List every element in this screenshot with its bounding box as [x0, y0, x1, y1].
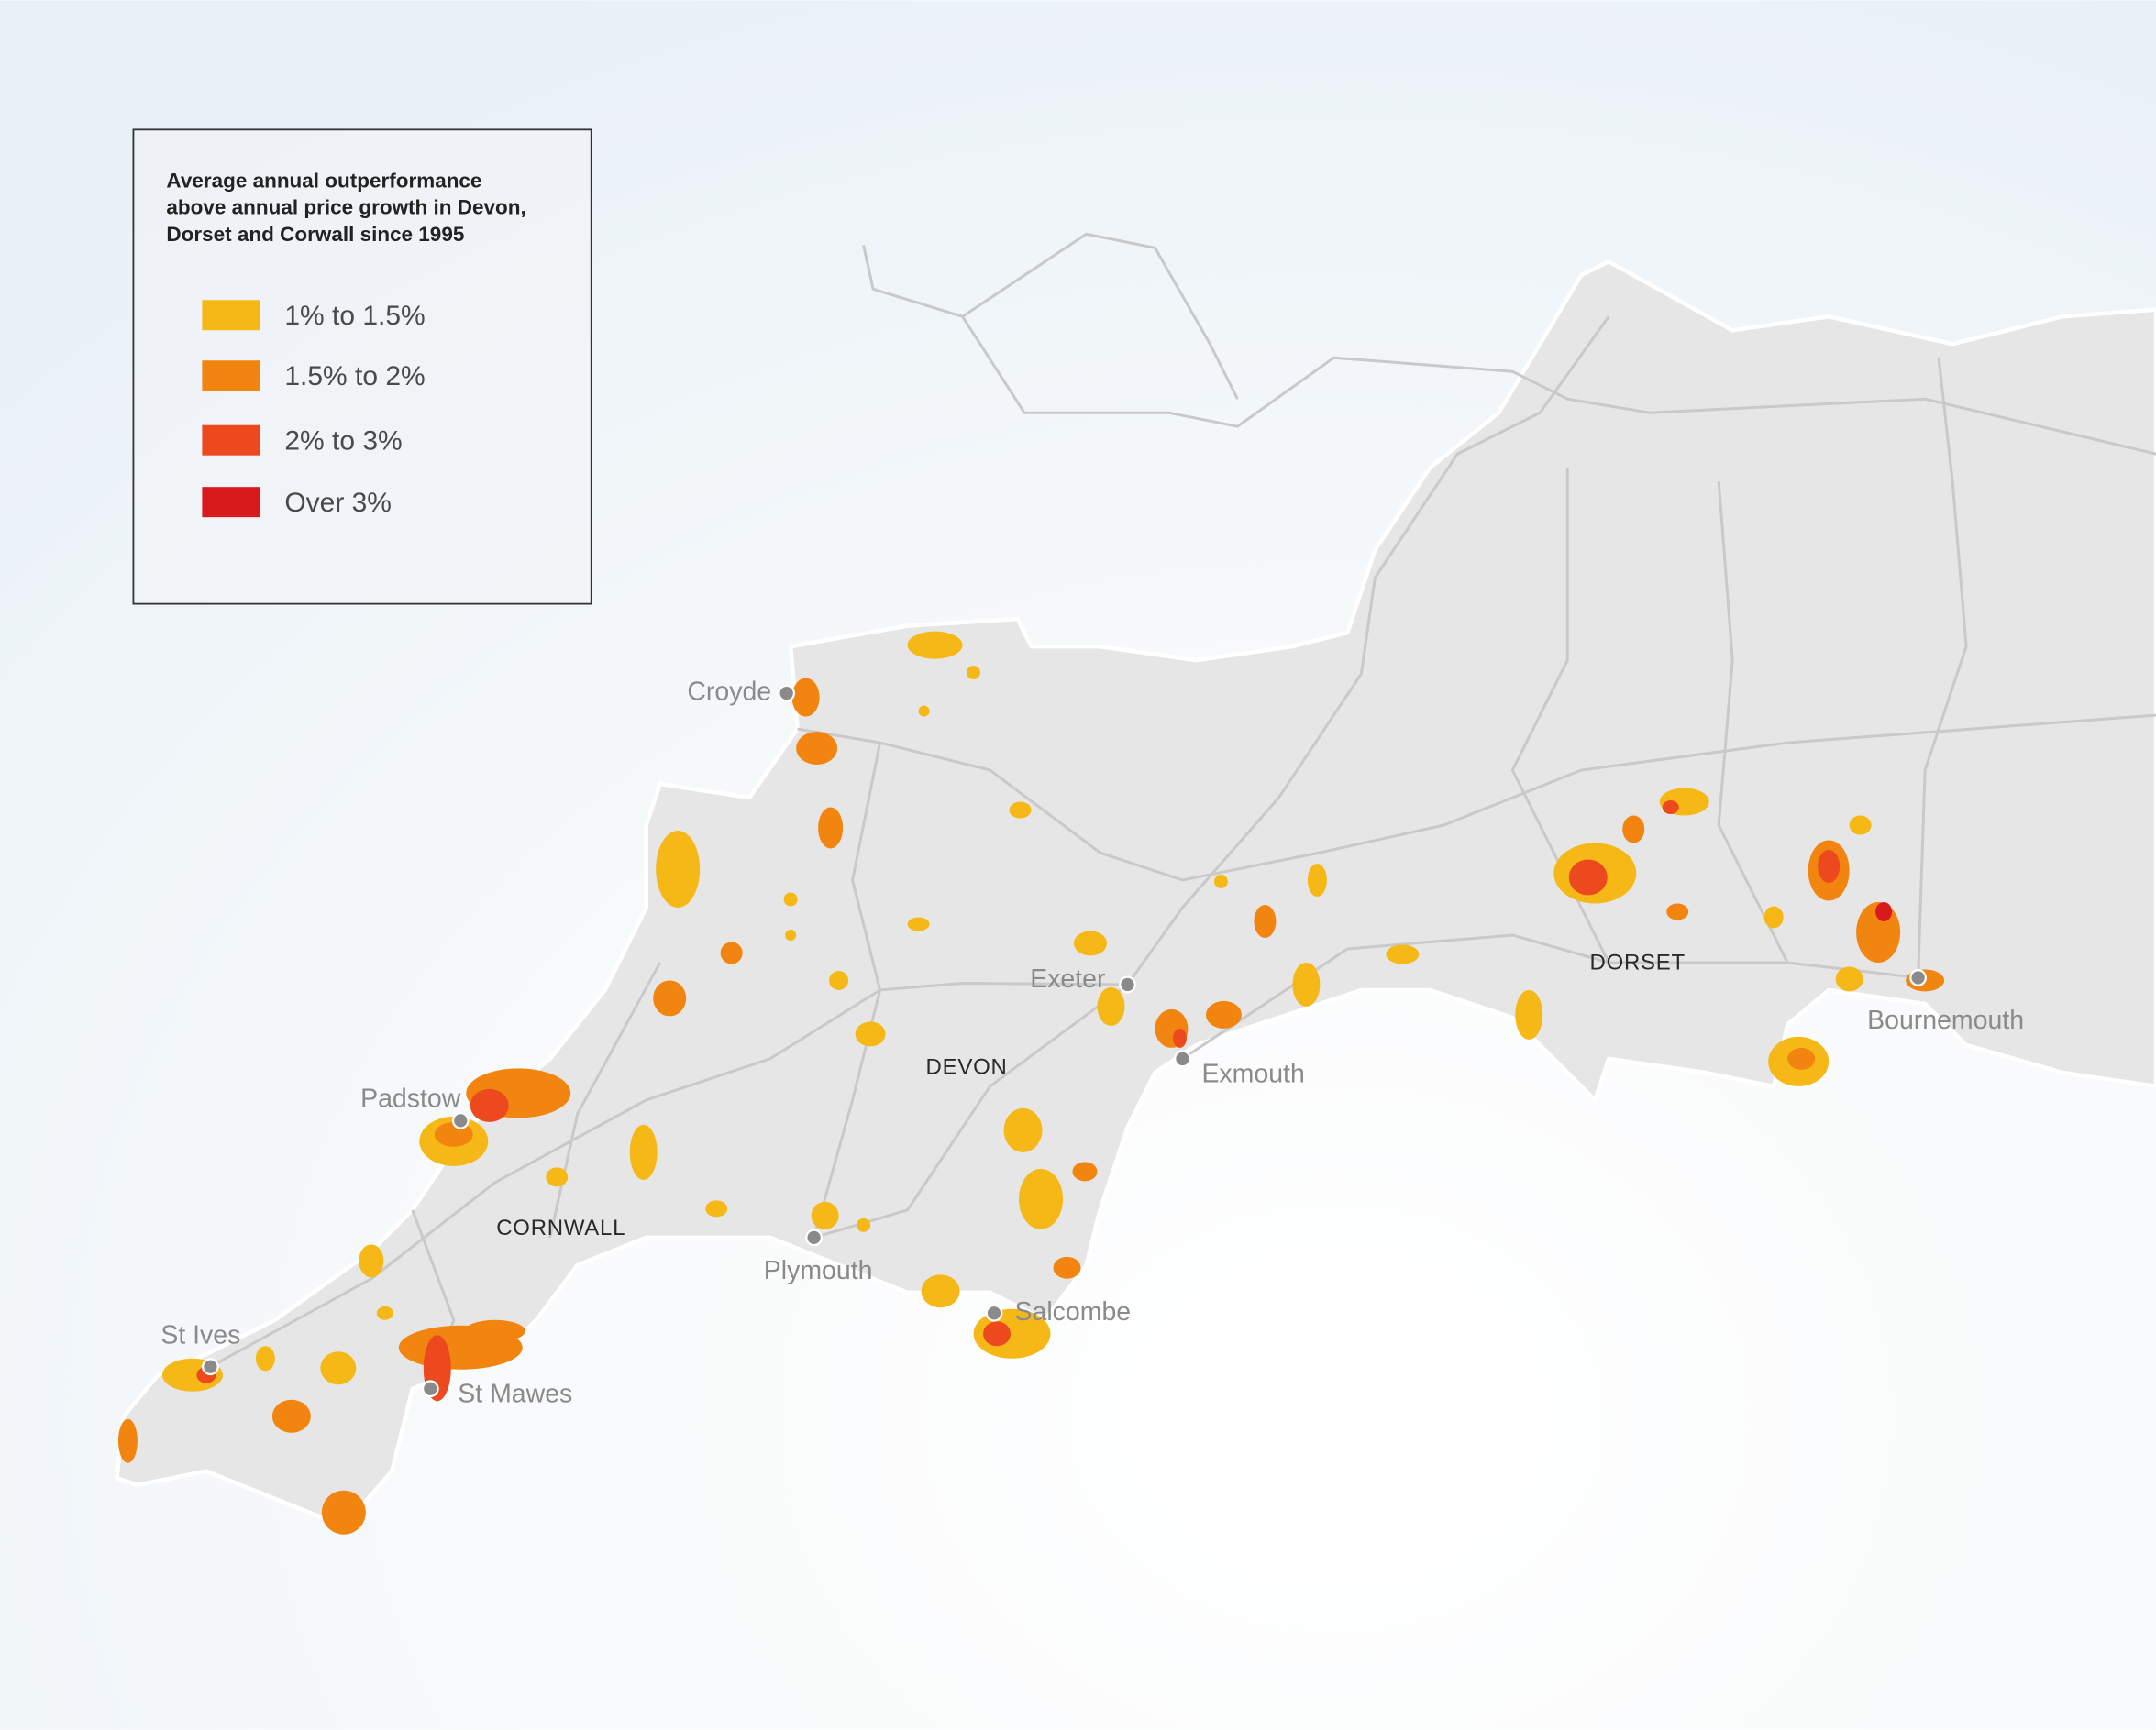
legend: Average annual outperformance above annua…	[166, 169, 525, 518]
places: Croyde Padstow St Ives St Mawes Plymouth Salc…	[160, 678, 2024, 1409]
price-hotspot	[1009, 801, 1032, 819]
price-hotspot	[705, 1200, 728, 1218]
price-hotspot	[1003, 1107, 1043, 1152]
legend-label: 1.5% to 2%	[284, 361, 425, 391]
legend-title: Dorset and Corwall since 1995	[166, 223, 464, 246]
town-label: Padstow	[360, 1084, 461, 1113]
town-label: Exeter	[1030, 964, 1105, 994]
town-dot	[1909, 969, 1927, 986]
town-dot	[805, 1229, 823, 1247]
price-hotspot	[1307, 864, 1327, 897]
price-hotspot	[1386, 944, 1420, 964]
price-hotspot	[1662, 800, 1679, 815]
town-label: Croyde	[687, 678, 771, 707]
price-hotspot	[967, 666, 981, 680]
price-hotspot	[359, 1244, 384, 1278]
town-label: Plymouth	[764, 1256, 873, 1285]
price-hotspot	[1172, 1028, 1187, 1048]
price-hotspot	[1835, 966, 1863, 992]
price-hotspot	[546, 1167, 569, 1187]
price-hotspot	[1019, 1168, 1064, 1229]
town-dot	[451, 1112, 470, 1129]
price-hotspot	[1292, 962, 1321, 1007]
legend-label: 2% to 3%	[284, 426, 402, 457]
town-label: Salcombe	[1015, 1297, 1132, 1327]
price-hotspot	[1787, 1047, 1816, 1070]
price-hotspot	[811, 1201, 839, 1229]
price-hotspot	[921, 1274, 960, 1308]
price-hotspot	[907, 631, 963, 659]
legend-title: above annual price growth in Devon,	[166, 196, 525, 219]
town-dot	[1119, 975, 1136, 994]
price-hotspot	[857, 1218, 871, 1232]
price-hotspot	[783, 892, 798, 907]
price-hotspot	[376, 1306, 393, 1320]
price-hotspot	[255, 1346, 275, 1372]
price-hotspot	[271, 1399, 311, 1433]
price-hotspot	[653, 980, 687, 1017]
legend-swatch	[202, 300, 260, 331]
town-dot	[421, 1380, 439, 1398]
price-hotspot	[1666, 903, 1689, 920]
price-hotspot	[918, 705, 930, 717]
region-label: DEVON	[926, 1054, 1008, 1079]
price-hotspot	[1074, 931, 1107, 956]
price-hotspot	[1818, 850, 1841, 883]
price-hotspot	[1622, 815, 1645, 843]
town-label: Bournemouth	[1867, 1006, 2024, 1035]
price-hotspot	[321, 1490, 366, 1535]
price-hotspot	[720, 942, 743, 964]
town-label: Exmouth	[1201, 1059, 1304, 1088]
town-dot	[778, 684, 796, 702]
legend-swatch	[202, 424, 260, 456]
price-hotspot	[1053, 1256, 1081, 1279]
region-label: CORNWALL	[496, 1216, 625, 1240]
legend-label: 1% to 1.5%	[284, 301, 425, 331]
price-hotspot	[818, 807, 844, 849]
land	[115, 259, 2156, 1528]
town-label: St Ives	[160, 1320, 240, 1350]
price-hotspot	[464, 1319, 525, 1342]
price-hotspot	[656, 831, 701, 908]
price-hotspot	[1849, 815, 1872, 835]
price-hotspot	[855, 1021, 886, 1047]
town-dot	[1174, 1050, 1191, 1068]
price-hotspot	[791, 678, 820, 717]
price-hotspot	[1875, 901, 1893, 921]
price-hotspot	[785, 929, 797, 941]
legend-swatch	[202, 360, 260, 391]
price-hotspot	[907, 917, 930, 931]
price-hotspot	[829, 970, 849, 990]
price-hotspot	[629, 1124, 658, 1180]
price-hotspot	[117, 1418, 138, 1463]
price-hotspot	[470, 1088, 509, 1122]
price-hotspot	[1205, 1000, 1242, 1029]
price-hotspot	[796, 732, 838, 766]
hotspots	[117, 631, 1945, 1535]
town-dot	[985, 1304, 1003, 1322]
price-hotspot	[1515, 989, 1543, 1040]
region-label: DORSET	[1590, 950, 1686, 975]
price-hotspot	[320, 1351, 357, 1385]
price-hotspot	[1072, 1162, 1098, 1182]
legend-label: Over 3%	[284, 488, 392, 518]
price-hotspot	[1254, 904, 1277, 938]
price-hotspot	[1763, 906, 1784, 929]
legend-title: Average annual outperformance	[166, 169, 481, 192]
town-label: St Mawes	[458, 1380, 572, 1409]
price-hotspot	[1213, 874, 1228, 888]
town-dot	[202, 1358, 219, 1376]
price-hotspot	[983, 1321, 1012, 1347]
legend-swatch	[202, 487, 260, 518]
price-hotspot	[1568, 859, 1608, 896]
price-hotspot	[1097, 986, 1125, 1026]
